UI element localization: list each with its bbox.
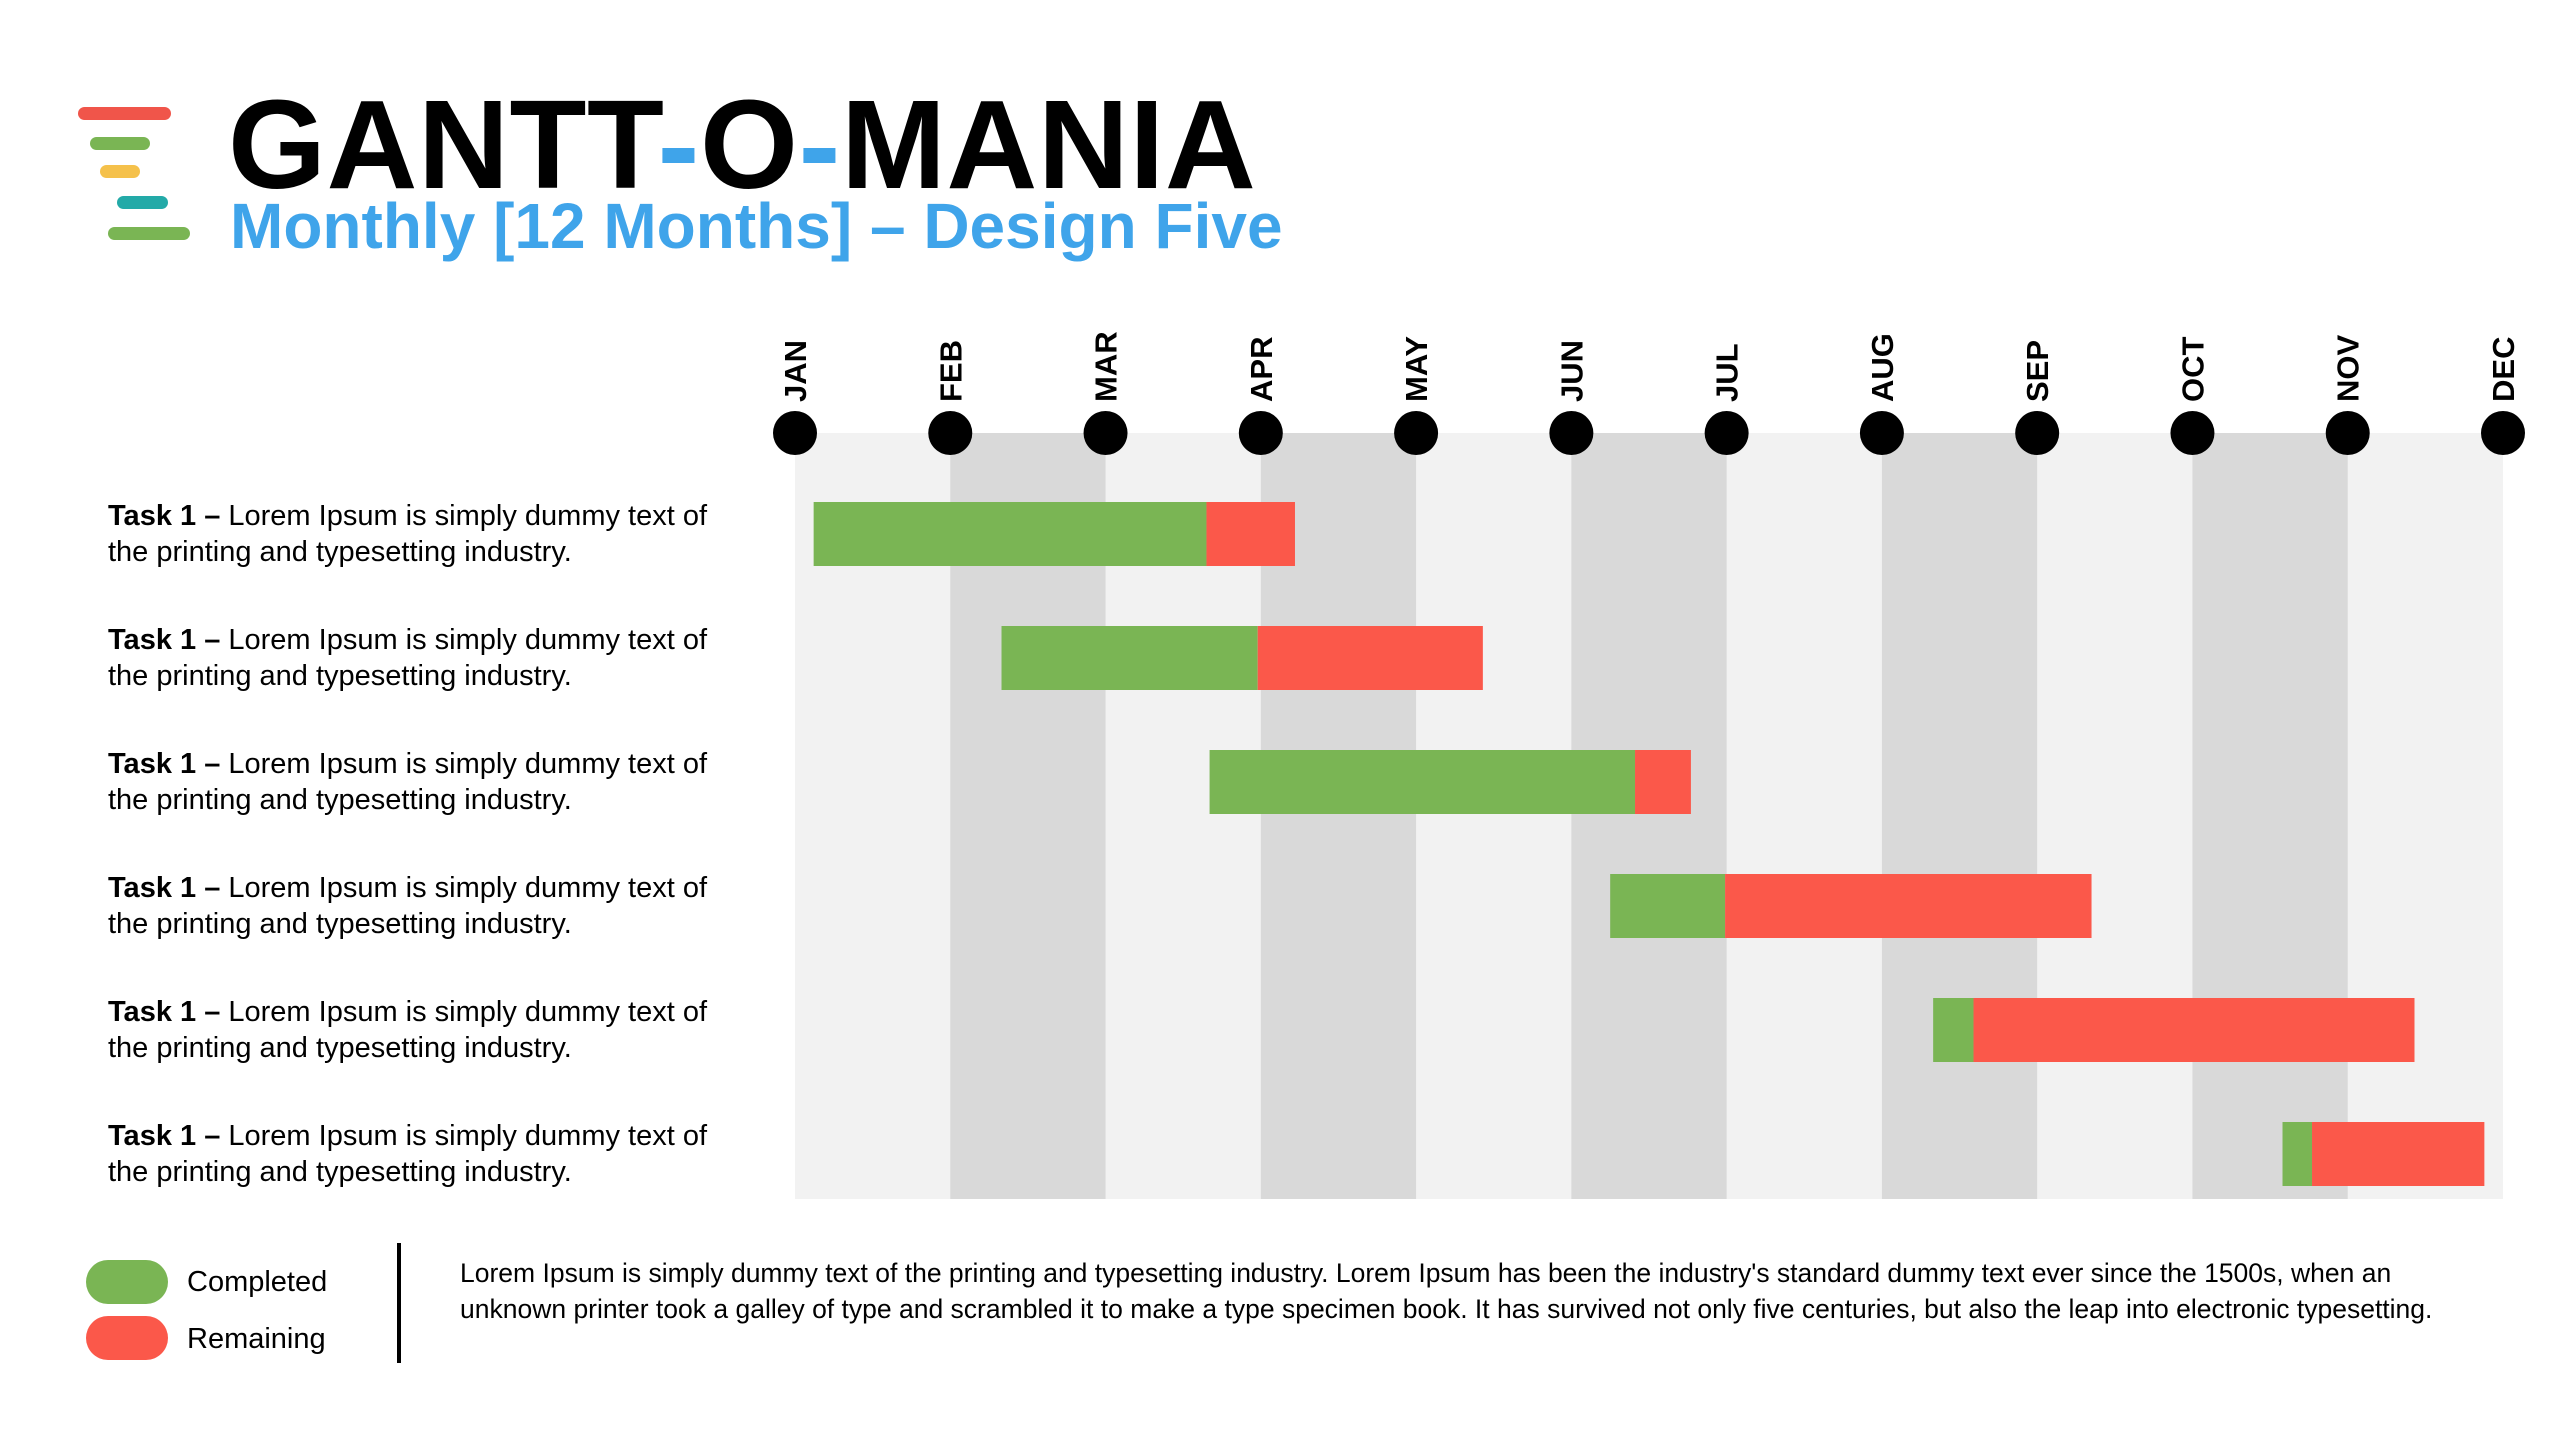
month-label: DEC [2486, 337, 2521, 402]
month-marker [1859, 411, 1904, 455]
remaining-bar [1973, 998, 2415, 1062]
month-label: SEP [2020, 340, 2055, 402]
legend-divider [397, 1243, 401, 1363]
month-label: MAR [1089, 331, 1124, 402]
title-dash: - [798, 74, 841, 215]
task-label-bold: Task 1 – [108, 996, 221, 1028]
completed-bar [1610, 874, 1726, 938]
page-subtitle: Monthly [12 Months] – Design Five [230, 190, 1283, 262]
month-label: JUN [1554, 340, 1589, 402]
page-title: GANTT-O-MANIA [228, 82, 1256, 208]
task-label: Task 1 – Lorem Ipsum is simply dummy tex… [108, 994, 748, 1066]
completed-bar [1209, 750, 1636, 814]
month-label: JAN [778, 340, 813, 402]
month-marker [2481, 411, 2525, 455]
title-part: O [699, 74, 799, 215]
task-label-bold: Task 1 – [108, 1120, 221, 1152]
task-label-bold: Task 1 – [108, 872, 221, 904]
month-label: NOV [2331, 335, 2366, 403]
task-label: Task 1 – Lorem Ipsum is simply dummy tex… [108, 1118, 748, 1190]
title-part: GANTT [228, 74, 658, 215]
month-column [1571, 433, 1727, 1199]
logo-bar [90, 137, 150, 150]
month-label: MAY [1399, 336, 1434, 402]
month-marker [1083, 411, 1128, 455]
remaining-bar [1725, 874, 2092, 938]
legend-remaining-swatch [86, 1316, 168, 1360]
month-marker [1704, 411, 1749, 455]
legend-remaining-label: Remaining [187, 1323, 326, 1355]
task-label-text: Lorem Ipsum is simply dummy text of the … [108, 996, 708, 1064]
month-column [1881, 433, 2038, 1199]
task-label: Task 1 – Lorem Ipsum is simply dummy tex… [108, 498, 748, 570]
task-label-bold: Task 1 – [108, 624, 221, 656]
month-label: AUG [1865, 333, 1900, 402]
month-marker [1549, 411, 1594, 455]
month-marker [1238, 411, 1283, 455]
logo-bar [117, 196, 168, 209]
task-label-text: Lorem Ipsum is simply dummy text of the … [108, 500, 708, 568]
month-marker [928, 411, 973, 455]
title-dash: - [657, 74, 700, 215]
month-marker [1394, 411, 1439, 455]
task-label: Task 1 – Lorem Ipsum is simply dummy tex… [108, 622, 748, 694]
task-label-text: Lorem Ipsum is simply dummy text of the … [108, 1120, 708, 1188]
task-label: Task 1 – Lorem Ipsum is simply dummy tex… [108, 746, 748, 818]
footnote-text: Lorem Ipsum is simply dummy text of the … [460, 1258, 2433, 1324]
completed-bar [813, 502, 1207, 566]
legend-completed-label: Completed [187, 1266, 328, 1298]
legend-completed-swatch [86, 1260, 168, 1304]
completed-bar [1933, 998, 1974, 1062]
task-label-text: Lorem Ipsum is simply dummy text of the … [108, 748, 708, 816]
remaining-bar [1206, 502, 1295, 566]
month-label: JUL [1710, 343, 1745, 402]
month-column [2192, 433, 2348, 1199]
remaining-bar [1635, 750, 1691, 814]
completed-bar [1001, 626, 1258, 690]
task-label-bold: Task 1 – [108, 748, 221, 780]
logo-bar [108, 227, 190, 240]
remaining-bar [1257, 626, 1483, 690]
title-part: MANIA [840, 74, 1257, 215]
month-marker [773, 411, 817, 455]
month-marker [2325, 411, 2370, 455]
month-marker [2015, 411, 2060, 455]
task-label-text: Lorem Ipsum is simply dummy text of the … [108, 624, 708, 692]
month-marker [2170, 411, 2215, 455]
task-label-text: Lorem Ipsum is simply dummy text of the … [108, 872, 708, 940]
completed-bar [2282, 1122, 2313, 1186]
month-label: FEB [933, 340, 968, 402]
month-label: APR [1244, 337, 1279, 402]
remaining-bar [2312, 1122, 2485, 1186]
month-label: OCT [2175, 337, 2210, 403]
logo-bar [78, 107, 171, 120]
logo-bar [100, 165, 140, 178]
task-label: Task 1 – Lorem Ipsum is simply dummy tex… [108, 870, 748, 942]
task-label-bold: Task 1 – [108, 500, 221, 532]
